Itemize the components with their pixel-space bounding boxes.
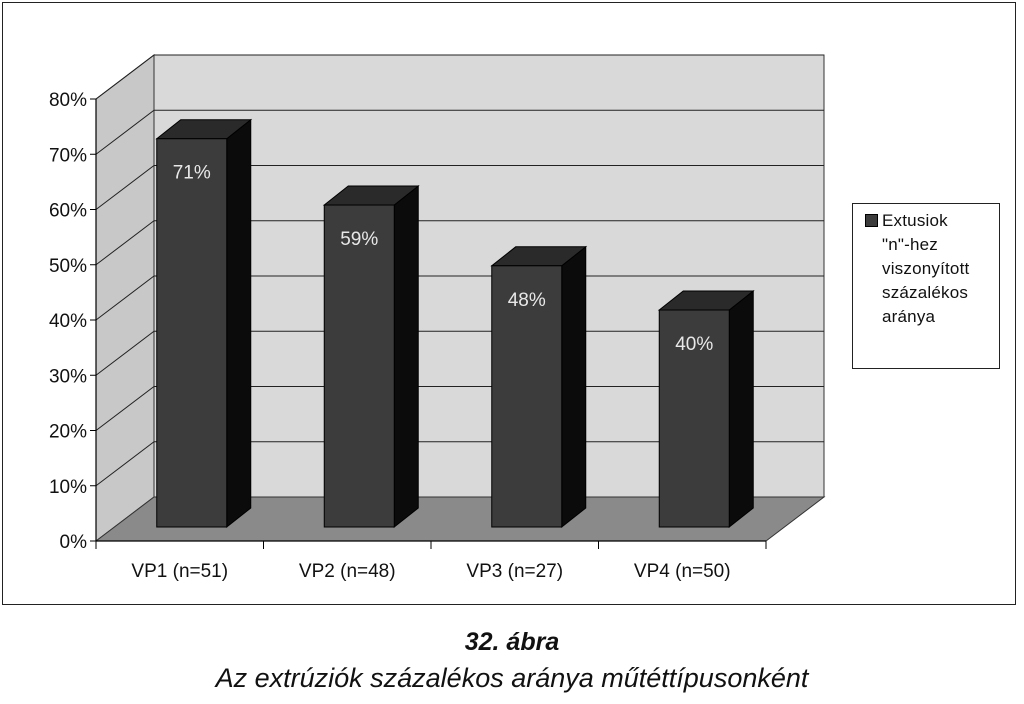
gridline [95,54,824,100]
y-tick-label: 60% [49,201,87,222]
y-tick-label: 10% [49,477,87,498]
gridline [95,441,824,487]
legend-item: Extusiok "n"-hez viszonyított százalékos… [865,209,999,329]
legend: Extusiok "n"-hez viszonyított százalékos… [852,203,1000,369]
figure-number: 32. ábra [464,628,560,656]
data-label: 59% [340,229,378,250]
x-tick-label: VP4 (n=50) [634,561,731,582]
y-tick-label: 50% [49,256,87,277]
y-tick-label: 80% [49,90,87,111]
gridline [95,165,824,210]
legend-label: Extusiok "n"-hez viszonyított százalékos… [882,211,970,326]
bar-side [226,118,252,529]
chart-frame: 0% 10% 20% 30% 40% 50% 60% 70% 80% 71% VP1 (n=51) 5… [2,2,1016,605]
figure-caption: Az extrúziók százalékos aránya műtéttípu… [215,663,809,693]
gridline [95,275,824,321]
bar [658,309,730,528]
data-label: 71% [173,163,211,184]
y-tick-label: 70% [49,145,87,166]
bar-side [393,184,419,529]
legend-swatch [865,214,878,227]
bar-side [728,289,754,529]
data-label: 40% [675,334,713,355]
y-tick-label: 0% [60,532,88,553]
bar [491,265,563,528]
y-tick-label: 20% [49,422,87,443]
x-tick-label: VP1 (n=51) [131,561,228,582]
gridline [95,386,824,431]
x-tick-label: VP2 (n=48) [299,561,396,582]
x-tick-label: VP3 (n=27) [466,561,563,582]
y-tick-label: 40% [49,311,87,332]
bar [156,138,228,528]
y-tick-label: 30% [49,366,87,387]
gridline [95,220,824,266]
bar [323,204,395,528]
bar-side [561,245,587,529]
data-label: 48% [508,290,546,311]
bar-chart: 0% 10% 20% 30% 40% 50% 60% 70% 80% 71% VP1 (n=51) 5… [49,53,826,582]
gridline [95,109,824,155]
gridline [95,330,824,376]
